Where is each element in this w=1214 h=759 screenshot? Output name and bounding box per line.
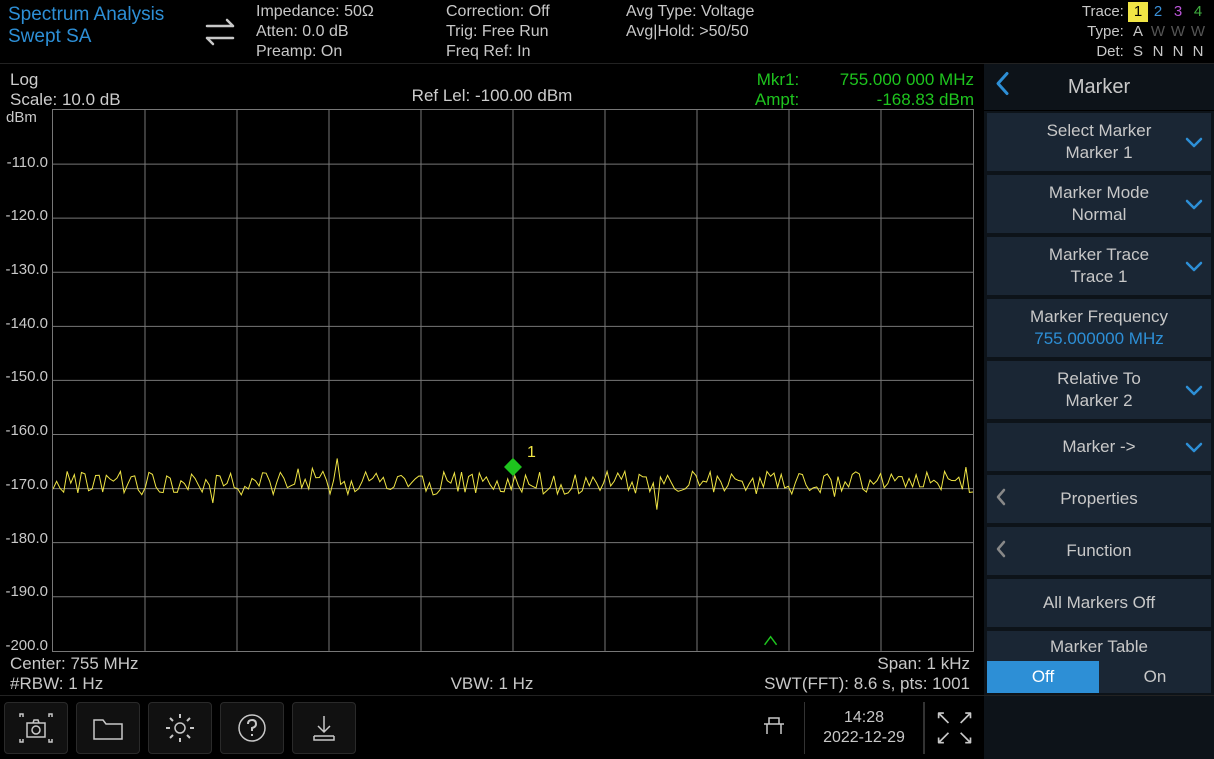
center-freq-label: Center: 755 MHz — [10, 654, 139, 674]
y-tick: -150.0 — [5, 368, 48, 385]
y-tick: -160.0 — [5, 422, 48, 439]
time-label: 14:28 — [809, 708, 919, 728]
chevron-down-icon — [1185, 379, 1203, 401]
settings-col-2: Correction: Off Trig: Free Run Freq Ref:… — [440, 0, 620, 63]
help-icon[interactable] — [220, 702, 284, 754]
marker-freq: 755.000 000 MHz — [804, 70, 974, 90]
settings-col-1: Impedance: 50Ω Atten: 0.0 dB Preamp: On — [250, 0, 440, 63]
y-tick: -190.0 — [5, 583, 48, 600]
bench-icon[interactable] — [744, 714, 804, 741]
chevron-left-icon — [995, 488, 1007, 510]
all-markers-off-button[interactable]: All Markers Off — [987, 579, 1211, 627]
marker-frequency-button[interactable]: Marker Frequency755.000000 MHz — [987, 299, 1211, 357]
gear-icon[interactable] — [148, 702, 212, 754]
svg-text:1: 1 — [527, 443, 536, 461]
bottom-bar: 14:28 2022-12-29 ↖ ↗↙ ↘ — [0, 695, 1214, 759]
scale-label: Scale: 10.0 dB — [10, 90, 121, 110]
screenshot-icon[interactable] — [4, 702, 68, 754]
chevron-down-icon — [1185, 255, 1203, 277]
swap-icon[interactable] — [190, 0, 250, 63]
expand-arrows-icon[interactable]: ↖ ↗↙ ↘ — [924, 702, 984, 754]
mode-line1: Spectrum Analysis — [8, 4, 182, 26]
chevron-down-icon — [1185, 436, 1203, 458]
function-button[interactable]: Function — [987, 527, 1211, 575]
marker-table-on[interactable]: On — [1099, 661, 1211, 693]
marker-mode-button[interactable]: Marker ModeNormal — [987, 175, 1211, 233]
trace-status: Trace: 1234 Type: AWWW Det: SNNN — [825, 0, 1214, 63]
marker-trace-button[interactable]: Marker TraceTrace 1 — [987, 237, 1211, 295]
span-label: Span: 1 kHz — [764, 654, 970, 674]
log-label: Log — [10, 70, 121, 90]
properties-button[interactable]: Properties — [987, 475, 1211, 523]
chevron-left-icon — [995, 540, 1007, 562]
download-icon[interactable] — [292, 702, 356, 754]
panel-title: Marker — [984, 76, 1214, 99]
marker-arrow-button[interactable]: Marker -> — [987, 423, 1211, 471]
swt-label: SWT(FFT): 8.6 s, pts: 1001 — [764, 674, 970, 694]
y-axis: dBm -110.0 -120.0 -130.0 -140.0 -150.0 -160.0… — [0, 109, 52, 652]
bottom-side-blank — [984, 696, 1214, 759]
vbw-label: VBW: 1 Hz — [451, 674, 534, 694]
relative-to-button[interactable]: Relative ToMarker 2 — [987, 361, 1211, 419]
rbw-label: #RBW: 1 Hz — [10, 674, 139, 694]
softkey-panel: Marker Select MarkerMarker 1 Marker Mode… — [984, 64, 1214, 695]
select-marker-button[interactable]: Select MarkerMarker 1 — [987, 113, 1211, 171]
chevron-down-icon — [1185, 193, 1203, 215]
y-tick: -120.0 — [5, 207, 48, 224]
clock: 14:28 2022-12-29 — [804, 702, 924, 754]
plot-footer: Center: 755 MHz #RBW: 1 Hz VBW: 1 Hz Spa… — [0, 652, 984, 695]
ampt-key: Ampt: — [739, 90, 799, 110]
y-tick: -140.0 — [5, 315, 48, 332]
panel-header: Marker — [984, 64, 1214, 111]
y-tick: -180.0 — [5, 530, 48, 547]
chevron-down-icon — [1185, 131, 1203, 153]
y-unit: dBm — [6, 109, 37, 126]
y-tick: -170.0 — [5, 476, 48, 493]
y-tick: -130.0 — [5, 261, 48, 278]
marker-key: Mkr1: — [739, 70, 799, 90]
marker-table-label: Marker Table — [987, 631, 1211, 661]
folder-icon[interactable] — [76, 702, 140, 754]
mode-box: Spectrum Analysis Swept SA — [0, 0, 190, 63]
ampt-val: -168.83 dBm — [804, 90, 974, 110]
settings-col-3: Avg Type: Voltage Avg|Hold: >50/50 — [620, 0, 825, 63]
marker-table-group: Marker Table Off On — [987, 631, 1211, 693]
back-icon[interactable] — [994, 71, 1010, 104]
y-tick: -110.0 — [7, 154, 48, 171]
ref-level-label: Ref Lel: -100.00 dBm — [412, 86, 573, 106]
top-info-bar: Spectrum Analysis Swept SA Impedance: 50… — [0, 0, 1214, 64]
plot-area: Log Scale: 10.0 dB Ref Lel: -100.00 dBm … — [0, 64, 984, 695]
date-label: 2022-12-29 — [809, 728, 919, 748]
marker-table-off[interactable]: Off — [987, 661, 1099, 693]
spectrum-chart[interactable]: 1 — [52, 109, 974, 652]
plot-header: Log Scale: 10.0 dB Ref Lel: -100.00 dBm … — [0, 64, 984, 109]
mode-line2: Swept SA — [8, 26, 182, 48]
